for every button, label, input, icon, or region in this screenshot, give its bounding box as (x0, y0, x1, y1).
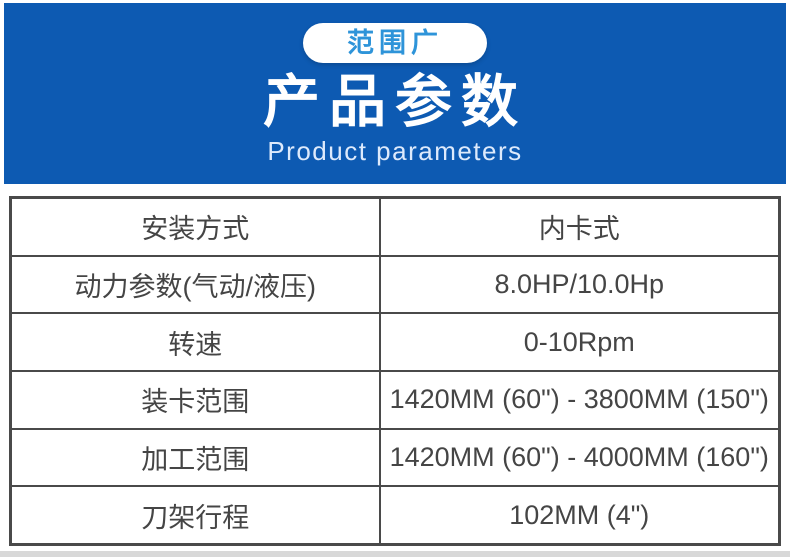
page-subtitle: Product parameters (267, 135, 523, 166)
table-row: 安装方式 内卡式 (9, 196, 781, 257)
spec-label: 加工范围 (9, 427, 381, 488)
table-row: 转速 0-10Rpm (9, 312, 781, 372)
bottom-strip (0, 551, 790, 557)
spec-label: 动力参数(气动/液压) (9, 254, 381, 315)
spec-table: 安装方式 内卡式 动力参数(气动/液压) 8.0HP/10.0Hp 转速 0-1… (9, 196, 781, 546)
spec-label: 装卡范围 (9, 369, 381, 430)
spec-label: 刀架行程 (9, 485, 381, 546)
page-title: 产品参数 (263, 70, 527, 134)
spec-value: 102MM (4") (378, 485, 781, 546)
table-row: 动力参数(气动/液压) 8.0HP/10.0Hp (9, 254, 781, 315)
spec-value: 内卡式 (378, 196, 781, 257)
feature-badge: 范围广 (303, 23, 487, 63)
table-row: 刀架行程 102MM (4") (9, 485, 781, 546)
table-row: 装卡范围 1420MM (60") - 3800MM (150") (9, 369, 781, 430)
table-row: 加工范围 1420MM (60") - 4000MM (160") (9, 427, 781, 488)
header-banner: 范围广 产品参数 Product parameters (4, 3, 786, 184)
spec-value: 1420MM (60") - 4000MM (160") (378, 427, 781, 488)
spec-value: 1420MM (60") - 3800MM (150") (378, 369, 781, 430)
spec-label: 转速 (9, 312, 381, 372)
spec-value: 0-10Rpm (378, 312, 781, 372)
spec-label: 安装方式 (9, 196, 381, 257)
feature-badge-label: 范围广 (347, 28, 443, 58)
spec-value: 8.0HP/10.0Hp (378, 254, 781, 315)
